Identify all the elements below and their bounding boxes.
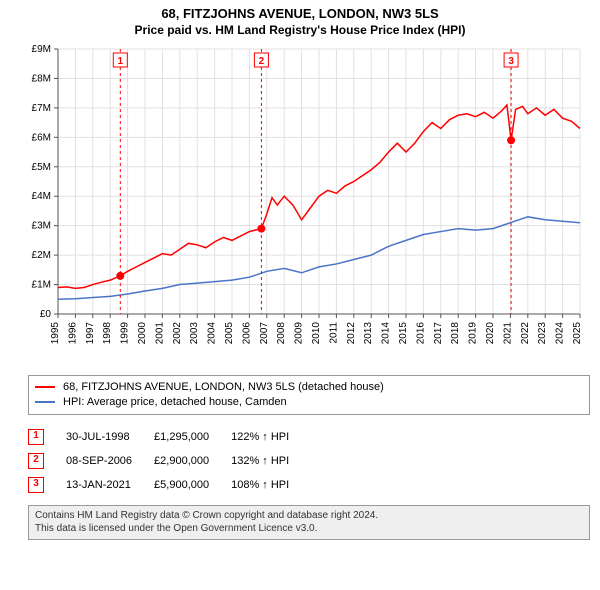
- svg-text:3: 3: [508, 56, 514, 67]
- legend-label: 68, FITZJOHNS AVENUE, LONDON, NW3 5LS (d…: [63, 380, 384, 395]
- svg-text:2009: 2009: [294, 322, 305, 345]
- svg-text:2025: 2025: [572, 322, 583, 345]
- svg-text:1995: 1995: [50, 322, 61, 345]
- svg-text:£2M: £2M: [32, 250, 51, 261]
- event-marker-icon: 2: [28, 453, 44, 469]
- svg-text:£0: £0: [40, 309, 52, 320]
- svg-text:2004: 2004: [207, 322, 218, 345]
- svg-text:1997: 1997: [85, 322, 96, 345]
- svg-text:2012: 2012: [346, 322, 357, 345]
- event-row: 2 08-SEP-2006£2,900,000132% ↑ HPI: [28, 449, 311, 473]
- svg-text:2019: 2019: [468, 322, 479, 345]
- svg-text:2011: 2011: [328, 322, 339, 344]
- svg-text:2000: 2000: [137, 322, 148, 345]
- legend-swatch: [35, 386, 55, 388]
- svg-text:2010: 2010: [311, 322, 322, 345]
- svg-text:2003: 2003: [189, 322, 200, 345]
- svg-text:£1M: £1M: [32, 280, 51, 291]
- svg-text:2016: 2016: [415, 322, 426, 345]
- svg-text:£9M: £9M: [32, 44, 51, 55]
- events-table: 1 30-JUL-1998£1,295,000122% ↑ HPI 2 08-SEP-…: [28, 425, 590, 497]
- svg-text:£6M: £6M: [32, 132, 51, 143]
- svg-text:2017: 2017: [433, 322, 444, 345]
- event-date: 13-JAN-2021: [66, 473, 154, 497]
- svg-text:2: 2: [259, 56, 265, 67]
- svg-text:2020: 2020: [485, 322, 496, 345]
- svg-text:£4M: £4M: [32, 191, 51, 202]
- svg-text:2005: 2005: [224, 322, 235, 345]
- event-price: £1,295,000: [154, 425, 231, 449]
- event-marker-icon: 1: [28, 429, 44, 445]
- legend-item-1: HPI: Average price, detached house, Camd…: [35, 395, 583, 410]
- page-subtitle: Price paid vs. HM Land Registry's House …: [0, 23, 600, 37]
- svg-text:2015: 2015: [398, 322, 409, 345]
- legend-box: 68, FITZJOHNS AVENUE, LONDON, NW3 5LS (d…: [28, 375, 590, 415]
- svg-text:2014: 2014: [381, 322, 392, 345]
- event-marker-icon: 3: [28, 477, 44, 493]
- event-price: £2,900,000: [154, 449, 231, 473]
- event-pct: 108% ↑ HPI: [231, 473, 311, 497]
- svg-text:2001: 2001: [154, 322, 165, 345]
- svg-text:2024: 2024: [555, 322, 566, 345]
- event-date: 30-JUL-1998: [66, 425, 154, 449]
- attribution-line-2: This data is licensed under the Open Gov…: [35, 522, 583, 536]
- svg-text:2013: 2013: [363, 322, 374, 345]
- svg-text:1999: 1999: [120, 322, 131, 345]
- svg-text:2021: 2021: [502, 322, 513, 345]
- svg-text:2002: 2002: [172, 322, 183, 345]
- event-price: £5,900,000: [154, 473, 231, 497]
- price-chart: £0 £1M £2M £3M £4M £5M £6M £7M £8M £9M 1995 1996 199…: [10, 39, 590, 369]
- legend-swatch: [35, 401, 55, 403]
- legend-label: HPI: Average price, detached house, Camd…: [63, 395, 287, 410]
- svg-text:1: 1: [118, 56, 124, 67]
- svg-text:2008: 2008: [276, 322, 287, 345]
- svg-text:2006: 2006: [241, 322, 252, 345]
- attribution-line-1: Contains HM Land Registry data © Crown c…: [35, 509, 583, 523]
- svg-text:£5M: £5M: [32, 162, 51, 173]
- event-pct: 132% ↑ HPI: [231, 449, 311, 473]
- svg-text:£3M: £3M: [32, 221, 51, 232]
- svg-text:1998: 1998: [102, 322, 113, 345]
- svg-text:£8M: £8M: [32, 73, 51, 84]
- svg-text:2018: 2018: [450, 322, 461, 345]
- svg-text:1996: 1996: [67, 322, 78, 345]
- svg-text:2007: 2007: [259, 322, 270, 345]
- page-title: 68, FITZJOHNS AVENUE, LONDON, NW3 5LS: [0, 6, 600, 21]
- legend-item-0: 68, FITZJOHNS AVENUE, LONDON, NW3 5LS (d…: [35, 380, 583, 395]
- event-row: 1 30-JUL-1998£1,295,000122% ↑ HPI: [28, 425, 311, 449]
- svg-text:2022: 2022: [520, 322, 531, 345]
- event-pct: 122% ↑ HPI: [231, 425, 311, 449]
- event-row: 3 13-JAN-2021£5,900,000108% ↑ HPI: [28, 473, 311, 497]
- svg-text:2023: 2023: [537, 322, 548, 345]
- svg-text:£7M: £7M: [32, 103, 51, 114]
- attribution-box: Contains HM Land Registry data © Crown c…: [28, 505, 590, 540]
- event-date: 08-SEP-2006: [66, 449, 154, 473]
